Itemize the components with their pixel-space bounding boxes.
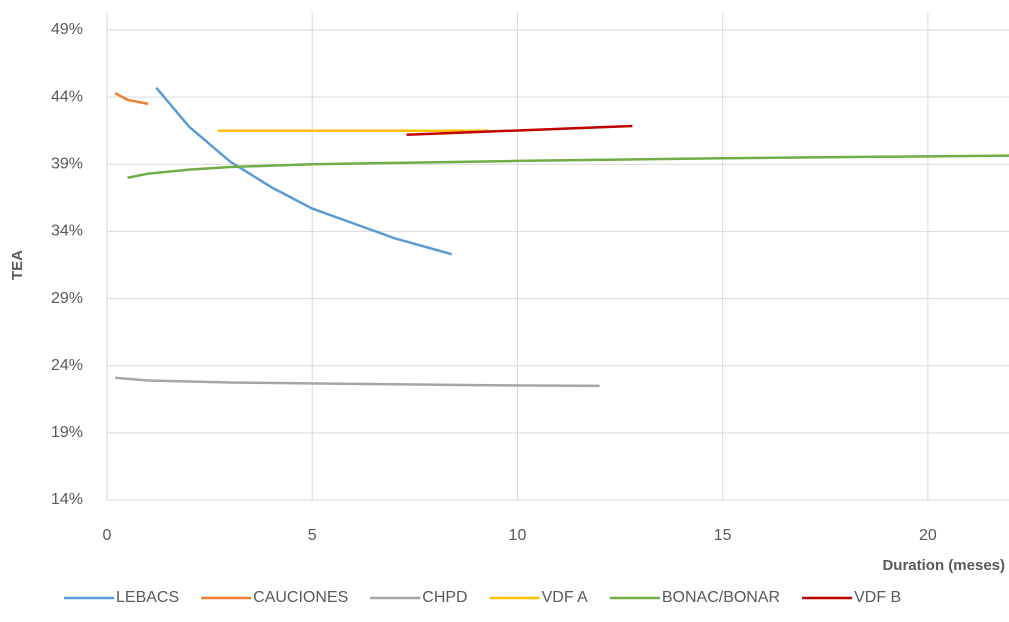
x-axis-label: Duration (meses) [882, 557, 1005, 574]
y-tick-label: 49% [51, 21, 83, 38]
y-tick-label: 39% [51, 156, 83, 173]
line [115, 376, 600, 388]
x-tick-label: 10 [509, 527, 527, 544]
y-tick-label: 14% [51, 491, 83, 508]
legend-label: CHPD [422, 589, 467, 606]
x-tick-label: 0 [103, 527, 112, 544]
y-tick-label: 34% [51, 223, 83, 240]
x-tick-label: 5 [308, 527, 317, 544]
y-tick-label: 29% [51, 290, 83, 307]
y-tick-label: 44% [51, 88, 83, 105]
x-tick-label: 20 [919, 527, 937, 544]
legend-label: VDF A [542, 589, 589, 606]
y-tick-label: 24% [51, 357, 83, 374]
line [406, 124, 633, 136]
legend-label: VDF B [854, 589, 901, 606]
line [127, 154, 1009, 179]
legend-label: LEBACS [116, 589, 179, 606]
line [155, 86, 453, 256]
legend-label: CAUCIONES [253, 589, 348, 606]
line [114, 92, 149, 106]
x-tick-label: 15 [714, 527, 732, 544]
legend-label: BONAC/BONAR [662, 589, 780, 606]
y-axis-label: TEA [9, 250, 26, 280]
y-tick-label: 19% [51, 424, 83, 441]
